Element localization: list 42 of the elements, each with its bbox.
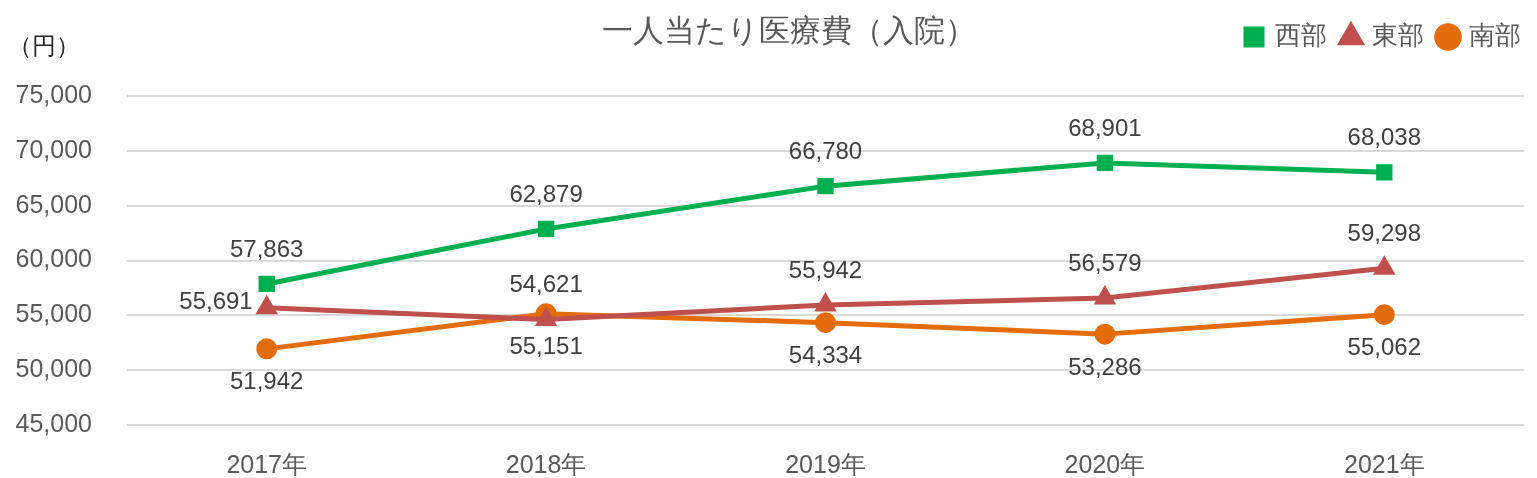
point xyxy=(817,177,834,195)
point xyxy=(1094,323,1116,345)
point xyxy=(1096,154,1114,172)
data-label: 51,942 xyxy=(230,367,304,395)
data-label: 68,038 xyxy=(1347,122,1421,150)
y-tick-label: 60,000 xyxy=(15,244,92,273)
data-label: 57,863 xyxy=(230,234,304,262)
data-label: 54,621 xyxy=(509,270,583,298)
y-tick-label: 50,000 xyxy=(15,354,92,383)
chart-title: 一人当たり医療費（入院） xyxy=(602,11,976,50)
x-tick-label: 2020年 xyxy=(1064,449,1146,478)
data-label: 68,901 xyxy=(1068,113,1142,141)
y-tick-label: 55,000 xyxy=(15,299,92,328)
legend-label: 東部 xyxy=(1372,20,1424,51)
y-tick-label: 45,000 xyxy=(15,408,92,437)
y-tick-label: 65,000 xyxy=(15,189,92,218)
data-label: 54,334 xyxy=(788,341,863,369)
x-tick-label: 2018年 xyxy=(505,449,587,478)
point xyxy=(256,338,278,360)
legend-label: 西部 xyxy=(1275,20,1327,51)
data-label: 53,286 xyxy=(1068,352,1142,380)
x-tick-label: 2017年 xyxy=(226,449,308,478)
y-tick-label: 70,000 xyxy=(15,134,92,163)
data-label: 55,062 xyxy=(1347,333,1421,361)
point xyxy=(258,275,275,293)
data-label: 56,579 xyxy=(1068,248,1142,276)
y-tick-label: 75,000 xyxy=(15,79,92,108)
point xyxy=(816,294,835,312)
point xyxy=(815,312,836,334)
y-axis-title: （円） xyxy=(8,31,80,62)
data-label: 55,691 xyxy=(179,287,253,315)
data-label: 59,298 xyxy=(1347,218,1421,246)
x-tick-label: 2021年 xyxy=(1343,449,1425,478)
point xyxy=(1373,304,1395,326)
data-label: 55,942 xyxy=(788,255,863,283)
legend-label: 南部 xyxy=(1469,20,1521,51)
data-label: 66,780 xyxy=(788,136,863,164)
point xyxy=(1376,164,1393,181)
data-label: 62,879 xyxy=(509,179,583,207)
x-tick-label: 2019年 xyxy=(785,449,866,478)
data-label: 55,151 xyxy=(509,332,583,360)
point xyxy=(537,220,555,238)
